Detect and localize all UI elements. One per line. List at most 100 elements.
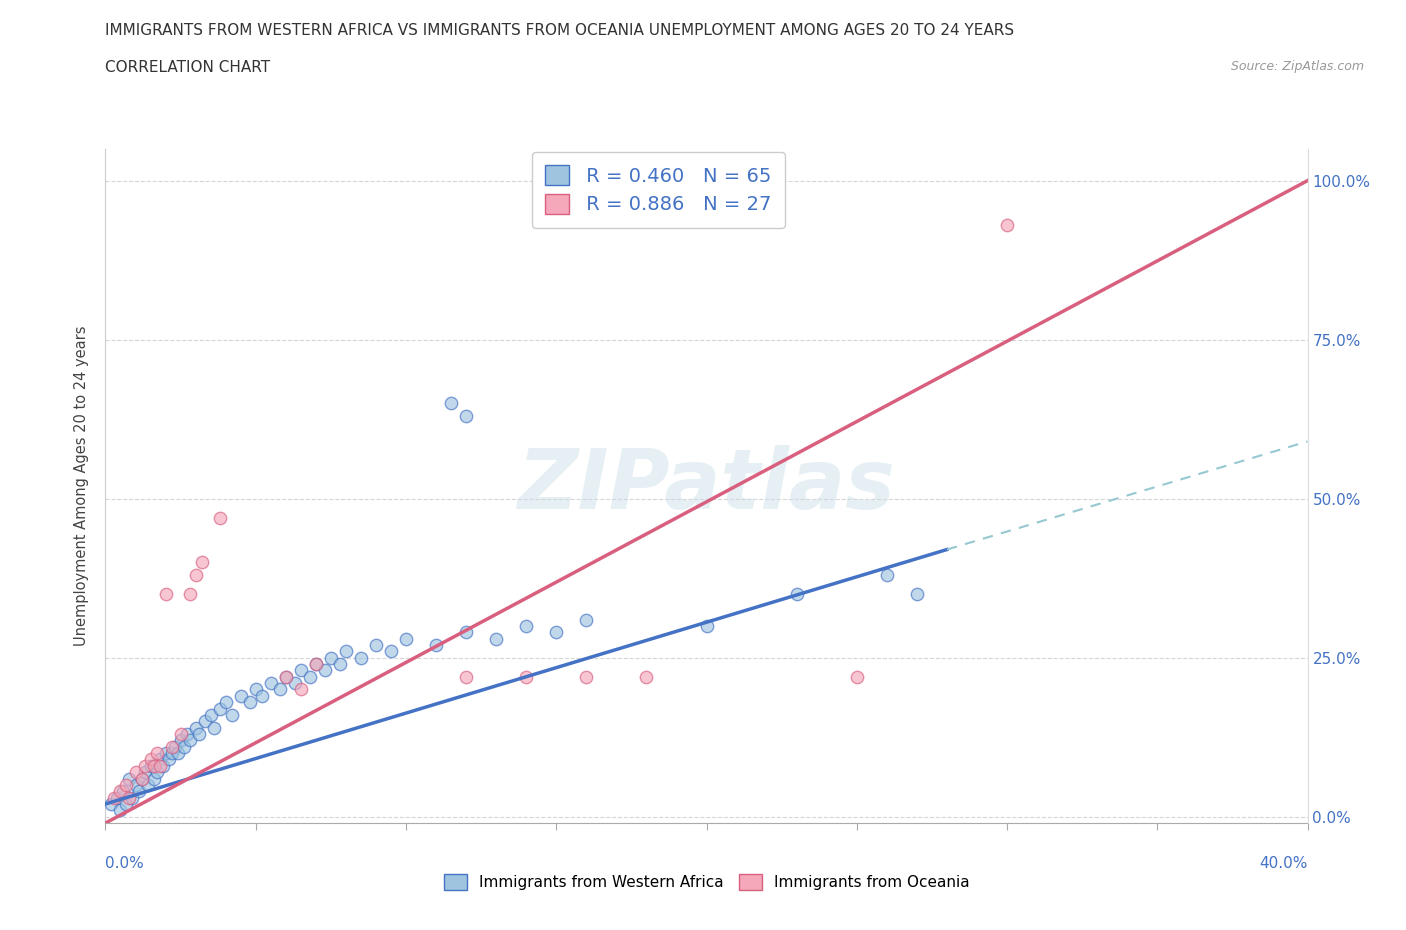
Point bbox=[110, 784, 132, 799]
Point bbox=[173, 739, 195, 754]
Point bbox=[179, 733, 201, 748]
Point bbox=[245, 682, 267, 697]
Point bbox=[329, 657, 352, 671]
Point bbox=[208, 701, 231, 716]
Text: Source: ZipAtlas.com: Source: ZipAtlas.com bbox=[1230, 60, 1364, 73]
Point bbox=[845, 670, 868, 684]
Point bbox=[139, 752, 162, 767]
Point bbox=[440, 396, 463, 411]
Point bbox=[260, 676, 283, 691]
Point bbox=[145, 764, 167, 779]
Point bbox=[148, 758, 170, 773]
Point bbox=[575, 612, 598, 627]
Point bbox=[274, 670, 297, 684]
Point bbox=[118, 771, 141, 786]
Point bbox=[454, 670, 477, 684]
Point bbox=[136, 777, 159, 792]
Point bbox=[169, 726, 191, 741]
Point bbox=[131, 771, 153, 786]
Text: 40.0%: 40.0% bbox=[1260, 856, 1308, 870]
Point bbox=[115, 796, 138, 811]
Point bbox=[364, 637, 387, 652]
Point bbox=[103, 790, 125, 805]
Point bbox=[284, 676, 307, 691]
Point bbox=[305, 657, 328, 671]
Text: IMMIGRANTS FROM WESTERN AFRICA VS IMMIGRANTS FROM OCEANIA UNEMPLOYMENT AMONG AGE: IMMIGRANTS FROM WESTERN AFRICA VS IMMIGR… bbox=[105, 23, 1015, 38]
Point bbox=[208, 511, 231, 525]
Point bbox=[163, 739, 186, 754]
Point bbox=[305, 657, 328, 671]
Point bbox=[115, 777, 138, 792]
Point bbox=[124, 764, 146, 779]
Point bbox=[155, 746, 177, 761]
Point bbox=[786, 587, 808, 602]
Point bbox=[184, 567, 207, 582]
Point bbox=[124, 777, 146, 792]
Point bbox=[335, 644, 357, 658]
Point bbox=[160, 746, 183, 761]
Point bbox=[298, 670, 321, 684]
Y-axis label: Unemployment Among Ages 20 to 24 years: Unemployment Among Ages 20 to 24 years bbox=[75, 326, 90, 646]
Text: CORRELATION CHART: CORRELATION CHART bbox=[105, 60, 270, 74]
Point bbox=[169, 733, 191, 748]
Point bbox=[876, 567, 898, 582]
Point bbox=[194, 714, 217, 729]
Point bbox=[350, 650, 373, 665]
Point bbox=[202, 720, 225, 735]
Point bbox=[121, 790, 143, 805]
Point bbox=[152, 758, 174, 773]
Point bbox=[139, 758, 162, 773]
Legend:  R = 0.460   N = 65,  R = 0.886   N = 27: R = 0.460 N = 65, R = 0.886 N = 27 bbox=[531, 152, 785, 228]
Point bbox=[131, 771, 153, 786]
Point bbox=[166, 746, 188, 761]
Point bbox=[696, 618, 718, 633]
Point bbox=[179, 587, 201, 602]
Point bbox=[454, 408, 477, 423]
Point bbox=[239, 695, 262, 710]
Point bbox=[134, 758, 156, 773]
Point bbox=[190, 555, 212, 570]
Point bbox=[380, 644, 402, 658]
Point bbox=[134, 764, 156, 779]
Point bbox=[314, 663, 336, 678]
Point bbox=[221, 708, 243, 723]
Point bbox=[214, 695, 236, 710]
Point bbox=[395, 631, 418, 646]
Point bbox=[112, 784, 135, 799]
Point bbox=[515, 618, 537, 633]
Point bbox=[200, 708, 222, 723]
Point bbox=[187, 726, 209, 741]
Point bbox=[142, 758, 165, 773]
Point bbox=[575, 670, 598, 684]
Point bbox=[269, 682, 291, 697]
Point bbox=[636, 670, 658, 684]
Point bbox=[107, 790, 129, 805]
Point bbox=[145, 746, 167, 761]
Point bbox=[546, 625, 568, 640]
Point bbox=[160, 739, 183, 754]
Point bbox=[905, 587, 928, 602]
Point bbox=[148, 752, 170, 767]
Point bbox=[290, 682, 312, 697]
Point bbox=[250, 688, 273, 703]
Point bbox=[184, 720, 207, 735]
Point bbox=[176, 726, 198, 741]
Point bbox=[425, 637, 447, 652]
Point bbox=[155, 587, 177, 602]
Point bbox=[515, 670, 537, 684]
Point bbox=[290, 663, 312, 678]
Point bbox=[454, 625, 477, 640]
Point bbox=[995, 218, 1018, 232]
Text: 0.0%: 0.0% bbox=[105, 856, 145, 870]
Point bbox=[319, 650, 342, 665]
Point bbox=[142, 771, 165, 786]
Point bbox=[100, 796, 122, 811]
Point bbox=[229, 688, 252, 703]
Point bbox=[118, 790, 141, 805]
Point bbox=[128, 784, 150, 799]
Point bbox=[110, 803, 132, 817]
Point bbox=[274, 670, 297, 684]
Text: ZIPatlas: ZIPatlas bbox=[517, 445, 896, 526]
Point bbox=[485, 631, 508, 646]
Point bbox=[157, 752, 180, 767]
